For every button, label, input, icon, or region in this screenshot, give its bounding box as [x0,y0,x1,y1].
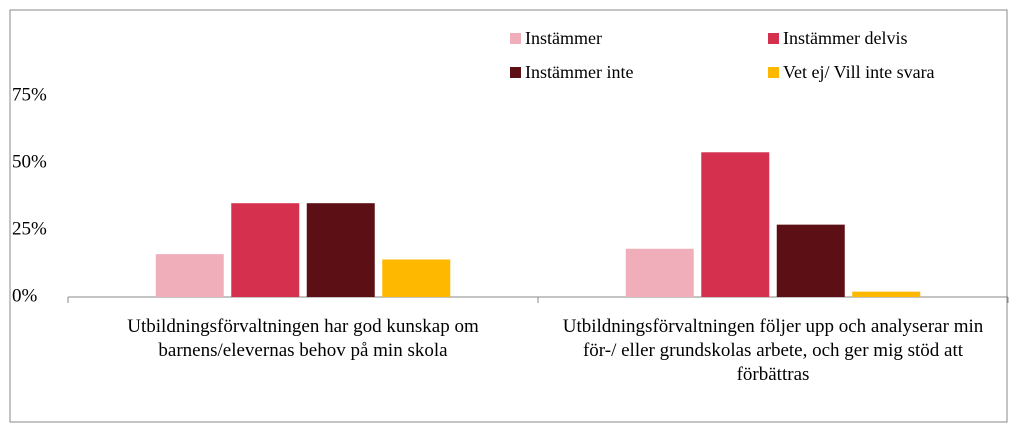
bar [625,248,694,297]
x-tick-label: Utbildningsförvaltningen följer upp och … [562,316,984,385]
x-tick-label: Utbildningsförvaltningen har god kunskap… [127,316,479,361]
y-tick-label: 50% [12,151,47,172]
bar [776,224,845,297]
legend-swatch [768,67,779,78]
legend-label: Instämmer [525,28,602,48]
legend-label: Instämmer inte [525,62,634,82]
bar [306,203,375,297]
y-tick-label: 25% [12,218,47,239]
bar [382,259,451,297]
legend-item: Vet ej/ Vill inte svara [768,62,935,83]
legend-item: Instämmer [510,28,602,49]
legend-item: Instämmer inte [510,62,633,83]
bar [231,203,300,297]
legend-swatch [768,33,779,44]
y-tick-label: 0% [12,285,38,306]
y-tick-label: 75% [12,84,47,105]
chart-border [9,9,1008,423]
legend-label: Vet ej/ Vill inte svara [783,62,935,82]
bar [701,152,770,297]
legend-swatch [510,33,521,44]
legend-item: Instämmer delvis [768,28,907,49]
bar [155,254,224,297]
legend-label: Instämmer delvis [783,28,908,48]
legend-swatch [510,67,521,78]
bar [852,291,921,297]
